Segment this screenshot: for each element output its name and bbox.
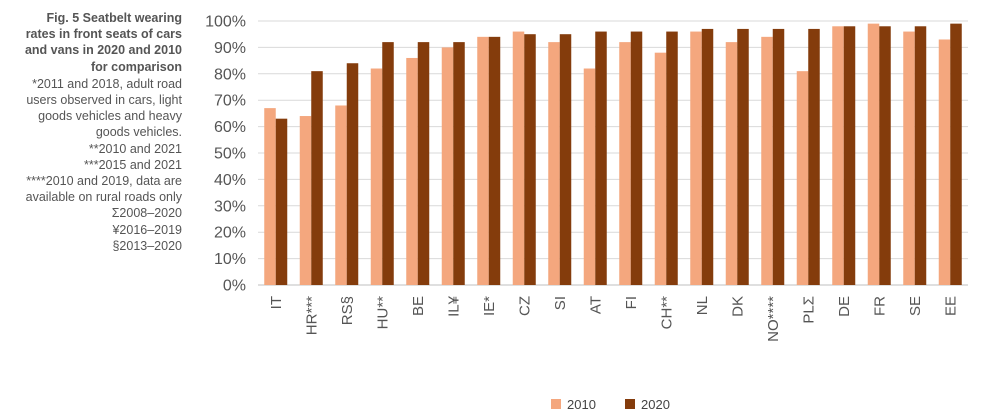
bar-2020-ee [950,23,962,285]
figure-note-line: **2010 and 2021 [88,141,182,156]
bar-2010-hu [370,68,383,286]
bar-2020-fr [879,26,891,286]
bar-2020-it [275,118,288,286]
bar-2010-nl [690,31,702,286]
x-tick-label: IE* [481,296,498,316]
y-tick-label: 0% [223,278,246,295]
figure-title-line: Fig. 5 Seatbelt wearing [46,11,182,25]
x-tick-label: EE [942,296,959,316]
figure-note-line: *2011 and 2018, adult road [32,76,182,91]
bar-2010-ie [477,36,489,286]
bar-2020-se [914,26,927,286]
bar-2020-be [417,42,430,286]
x-axis-ticks: IT HR*** RS§ HU** BE IL¥ IE* CZ SI AT FI CH** NL DK NO… [268,295,960,342]
bar-2010-ee [938,39,951,286]
bar-2020-de [843,26,856,286]
gridlines [258,20,968,286]
x-tick-label: FI [623,296,640,309]
y-tick-label: 70% [214,93,246,110]
legend-label-2020: 2020 [641,397,670,412]
bar-2020-hu [382,42,394,286]
figure-note-line: ¥2016–2019 [112,222,182,237]
y-tick-label: 80% [214,66,246,83]
x-tick-label: DK [729,296,746,317]
bar-2010-si [548,42,560,286]
bar-2020-at [595,31,607,286]
bar-2010-no [761,36,773,286]
figure-note-line: §2013–2020 [112,238,182,253]
bar-2020-cz [524,34,536,286]
bar-2020-rs [346,63,359,285]
legend-swatch-2010 [551,399,561,409]
x-tick-label: CH** [658,296,675,330]
bar-2020-dk [737,28,749,285]
y-tick-label: 90% [214,40,246,57]
bar-2020-il [453,42,465,286]
figure-note-line: Σ2008–2020 [111,206,182,221]
bar-2010-hr [299,116,312,285]
figure-title-line: and vans in 2020 and 2010 [24,43,182,58]
bar-2010-fr [867,23,880,285]
y-tick-label: 100% [205,14,246,31]
bar-2010-be [406,57,418,286]
x-tick-label: CZ [516,296,533,316]
figure-title-line: for comparison [91,59,182,74]
bar-2020-pl [808,28,820,285]
x-tick-label: AT [587,296,604,314]
figure-note-line: ***2015 and 2021 [83,157,182,172]
bar-2010-it [264,108,276,286]
bar-2010-se [903,31,915,286]
x-tick-label: IL¥ [445,295,462,317]
bar-2020-no [772,28,785,285]
y-tick-label: 10% [214,251,246,268]
side-panel: Fig. 5 Seatbelt wearing rates in front se… [10,10,182,254]
bar-2010-dk [725,42,738,286]
x-tick-label: IT [268,296,285,309]
figure-note-line: goods vehicles. [95,125,182,140]
y-tick-label: 60% [214,119,246,136]
x-tick-label: SE [907,296,924,316]
x-tick-label: RS§ [339,296,356,325]
bar-2020-fi [630,31,643,286]
figure-note-line: goods vehicles and heavy [38,109,182,124]
x-tick-label: NO**** [765,296,782,342]
bar-2010-il [441,47,454,286]
legend-swatch-2020 [625,399,635,409]
bar-2010-de [832,26,844,286]
figure-title: Fig. 5 Seatbelt wearing rates in front se… [10,10,182,75]
x-tick-label: NL [694,296,711,315]
legend-label-2010: 2010 [567,397,596,412]
figure-note-line: users observed in cars, light [26,93,182,108]
x-tick-label: HU** [374,296,391,330]
bar-2020-ie [488,36,501,286]
bar-2010-pl [796,71,809,285]
figure-title-line: rates in front seats of cars [25,27,182,42]
y-tick-label: 30% [214,198,246,215]
bar-2010-rs [335,105,347,285]
x-tick-label: PLΣ [800,296,817,324]
y-tick-label: 40% [214,172,246,189]
legend: 2010 2020 [551,397,670,412]
bar-2020-nl [701,28,714,285]
y-axis-ticks: 0% 10% 20% 30% 40% 50% 60% 70% 80% 90% 100% [205,14,246,295]
y-tick-label: 50% [214,146,246,163]
x-tick-label: SI [552,296,569,310]
bar-2010-ch [654,52,667,286]
x-tick-label: BE [410,296,427,316]
x-tick-label: FR [871,296,888,316]
bars [264,23,962,286]
bar-2020-si [559,34,572,286]
figure-note-line: ****2010 and 2019, data are [26,174,182,189]
y-tick-label: 20% [214,225,246,242]
bar-2010-fi [619,42,631,286]
bar-2010-cz [512,31,525,286]
bar-2010-at [583,68,596,286]
x-tick-label: DE [836,296,853,317]
x-tick-label: HR*** [303,296,320,335]
bar-2020-hr [311,71,323,285]
bar-2020-ch [666,31,678,286]
figure-note-line: available on rural roads only [25,190,182,205]
figure-notes: *2011 and 2018, adult road users observed… [10,76,182,254]
